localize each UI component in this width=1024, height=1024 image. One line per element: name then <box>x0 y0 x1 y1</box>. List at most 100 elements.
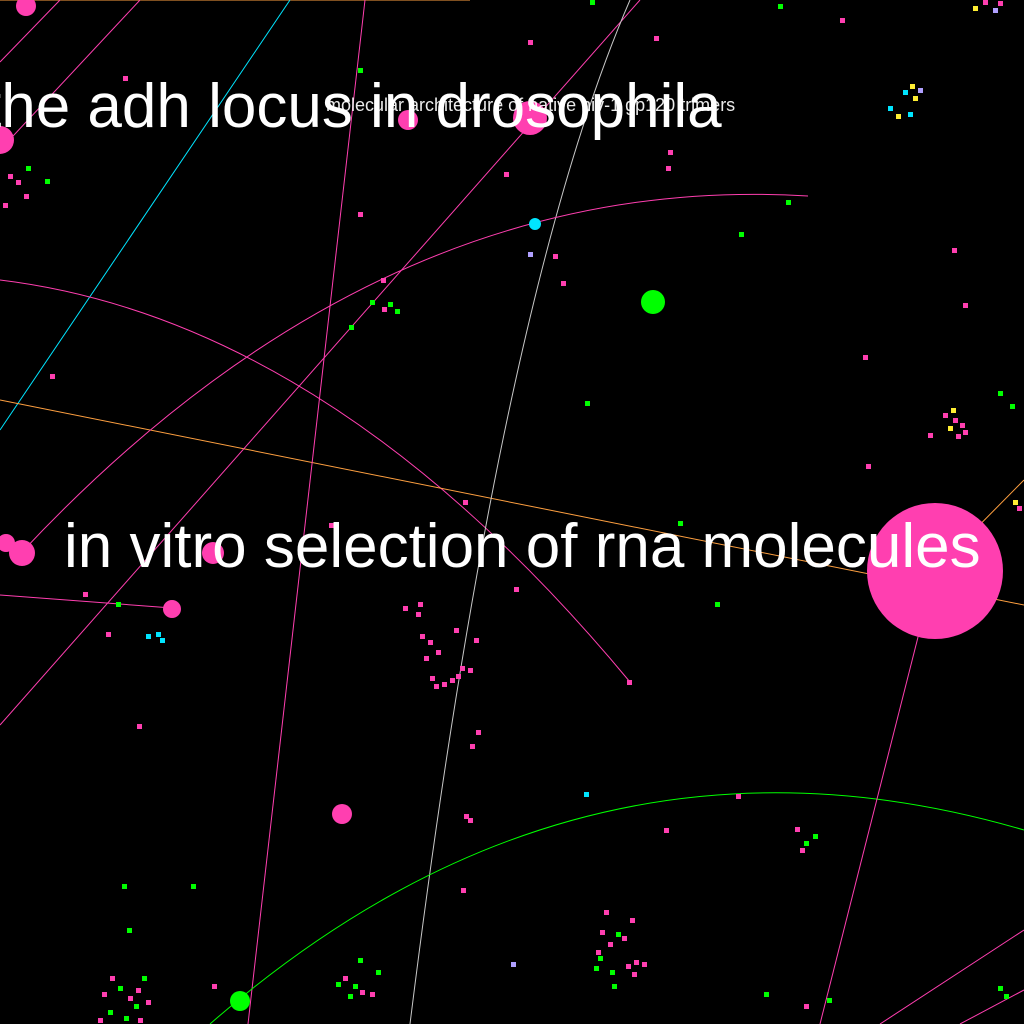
node <box>395 309 400 314</box>
node <box>116 602 121 607</box>
node <box>106 632 111 637</box>
node <box>454 628 459 633</box>
node <box>604 910 609 915</box>
node <box>678 521 683 526</box>
node <box>26 166 31 171</box>
node <box>202 542 224 564</box>
node <box>804 841 809 846</box>
node <box>590 0 595 5</box>
node <box>596 950 601 955</box>
node <box>24 194 29 199</box>
node <box>156 632 161 637</box>
node <box>434 684 439 689</box>
node <box>634 960 639 965</box>
edge <box>247 0 366 1024</box>
node <box>343 976 348 981</box>
node <box>398 110 418 130</box>
node <box>45 179 50 184</box>
edge <box>0 279 631 683</box>
node <box>739 232 744 237</box>
edge <box>0 0 291 431</box>
node <box>376 970 381 975</box>
node <box>442 682 447 687</box>
node <box>424 656 429 661</box>
node <box>627 680 632 685</box>
node <box>212 984 217 989</box>
node <box>804 1004 809 1009</box>
node <box>230 991 250 1011</box>
node <box>108 1010 113 1015</box>
node <box>137 724 142 729</box>
edge <box>209 792 1024 1024</box>
node <box>654 36 659 41</box>
node <box>795 827 800 832</box>
node <box>998 1 1003 6</box>
node <box>778 4 783 9</box>
edge <box>959 989 1024 1024</box>
node <box>16 0 36 16</box>
node <box>642 962 647 967</box>
node <box>511 962 516 967</box>
node <box>460 666 465 671</box>
node <box>664 828 669 833</box>
node <box>160 638 165 643</box>
node <box>127 928 132 933</box>
node <box>888 106 893 111</box>
node <box>349 325 354 330</box>
node <box>630 918 635 923</box>
node <box>0 534 15 552</box>
node <box>370 992 375 997</box>
large-node-layer <box>0 0 1003 1011</box>
node <box>813 834 818 839</box>
node <box>123 76 128 81</box>
node <box>98 1018 103 1023</box>
node <box>998 391 1003 396</box>
node <box>632 972 637 977</box>
node <box>3 203 8 208</box>
node <box>468 668 473 673</box>
node <box>668 150 673 155</box>
node <box>993 8 998 13</box>
node <box>128 996 133 1001</box>
node <box>960 423 965 428</box>
node <box>474 638 479 643</box>
node <box>476 730 481 735</box>
edge <box>0 0 141 151</box>
node <box>358 958 363 963</box>
node <box>943 413 948 418</box>
node <box>910 84 915 89</box>
node <box>956 434 961 439</box>
node <box>138 1018 143 1023</box>
node <box>329 523 334 528</box>
node <box>381 278 386 283</box>
node <box>420 634 425 639</box>
node <box>382 307 387 312</box>
node <box>616 932 621 937</box>
node <box>504 172 509 177</box>
node <box>626 964 631 969</box>
node <box>358 68 363 73</box>
node <box>0 126 14 154</box>
node <box>953 418 958 423</box>
node <box>163 600 181 618</box>
label-middle: in vitro selection of rna molecules <box>64 512 981 581</box>
node <box>948 426 953 431</box>
node <box>641 290 665 314</box>
node <box>83 592 88 597</box>
node <box>136 988 141 993</box>
node <box>598 956 603 961</box>
node <box>622 936 627 941</box>
node <box>715 602 720 607</box>
node <box>584 792 589 797</box>
node <box>800 848 805 853</box>
edge <box>0 0 61 63</box>
node <box>418 602 423 607</box>
edge <box>21 193 809 553</box>
node <box>370 300 375 305</box>
node <box>468 818 473 823</box>
node <box>416 612 421 617</box>
node <box>983 0 988 5</box>
node <box>561 281 566 286</box>
